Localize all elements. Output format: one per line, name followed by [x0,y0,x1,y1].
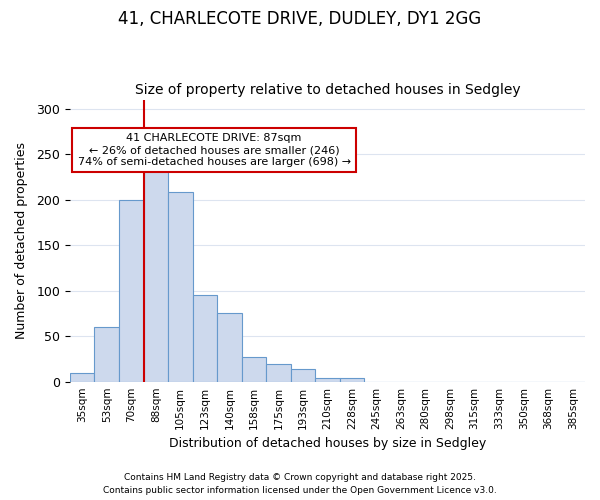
Bar [193,295,217,382]
X-axis label: Distribution of detached houses by size in Sedgley: Distribution of detached houses by size … [169,437,486,450]
Bar [217,314,242,382]
Bar [70,372,94,382]
Bar [315,378,340,382]
Text: 41 CHARLECOTE DRIVE: 87sqm
← 26% of detached houses are smaller (246)
74% of sem: 41 CHARLECOTE DRIVE: 87sqm ← 26% of deta… [77,134,351,166]
Title: Size of property relative to detached houses in Sedgley: Size of property relative to detached ho… [134,83,520,97]
Bar [119,200,143,382]
Bar [266,364,290,382]
Text: Contains HM Land Registry data © Crown copyright and database right 2025.
Contai: Contains HM Land Registry data © Crown c… [103,474,497,495]
Bar [340,378,364,382]
Y-axis label: Number of detached properties: Number of detached properties [15,142,28,339]
Bar [242,357,266,382]
Bar [94,327,119,382]
Bar [290,369,315,382]
Text: 41, CHARLECOTE DRIVE, DUDLEY, DY1 2GG: 41, CHARLECOTE DRIVE, DUDLEY, DY1 2GG [118,10,482,28]
Bar [143,170,168,382]
Bar [168,192,193,382]
